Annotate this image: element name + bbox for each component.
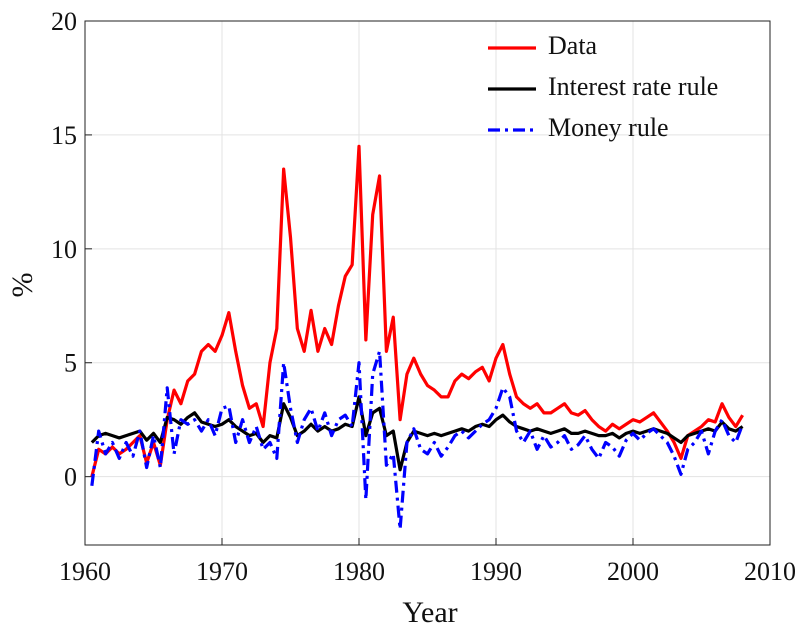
y-tick-label: 5 [64,349,77,378]
x-tick-label: 2010 [744,557,796,586]
y-tick-label: 20 [51,7,77,36]
plot-frame [84,20,771,546]
series-line [90,349,745,531]
legend-label: Money rule [548,113,669,142]
x-tick-label: 2000 [607,557,659,586]
series-line [90,395,744,472]
x-axis-label: Year [402,596,457,629]
legend-label: Data [548,31,598,60]
y-axis-label: % [6,273,39,298]
x-tick-label: 1990 [470,557,522,586]
x-tick-label: 1970 [196,557,248,586]
y-tick-label: 10 [51,235,77,264]
x-tick-label: 1980 [333,557,385,586]
x-tick-label: 1960 [59,557,111,586]
legend-label: Interest rate rule [548,72,718,101]
y-tick-label: 0 [64,463,77,492]
y-tick-label: 15 [51,121,77,150]
series-line [90,144,744,478]
